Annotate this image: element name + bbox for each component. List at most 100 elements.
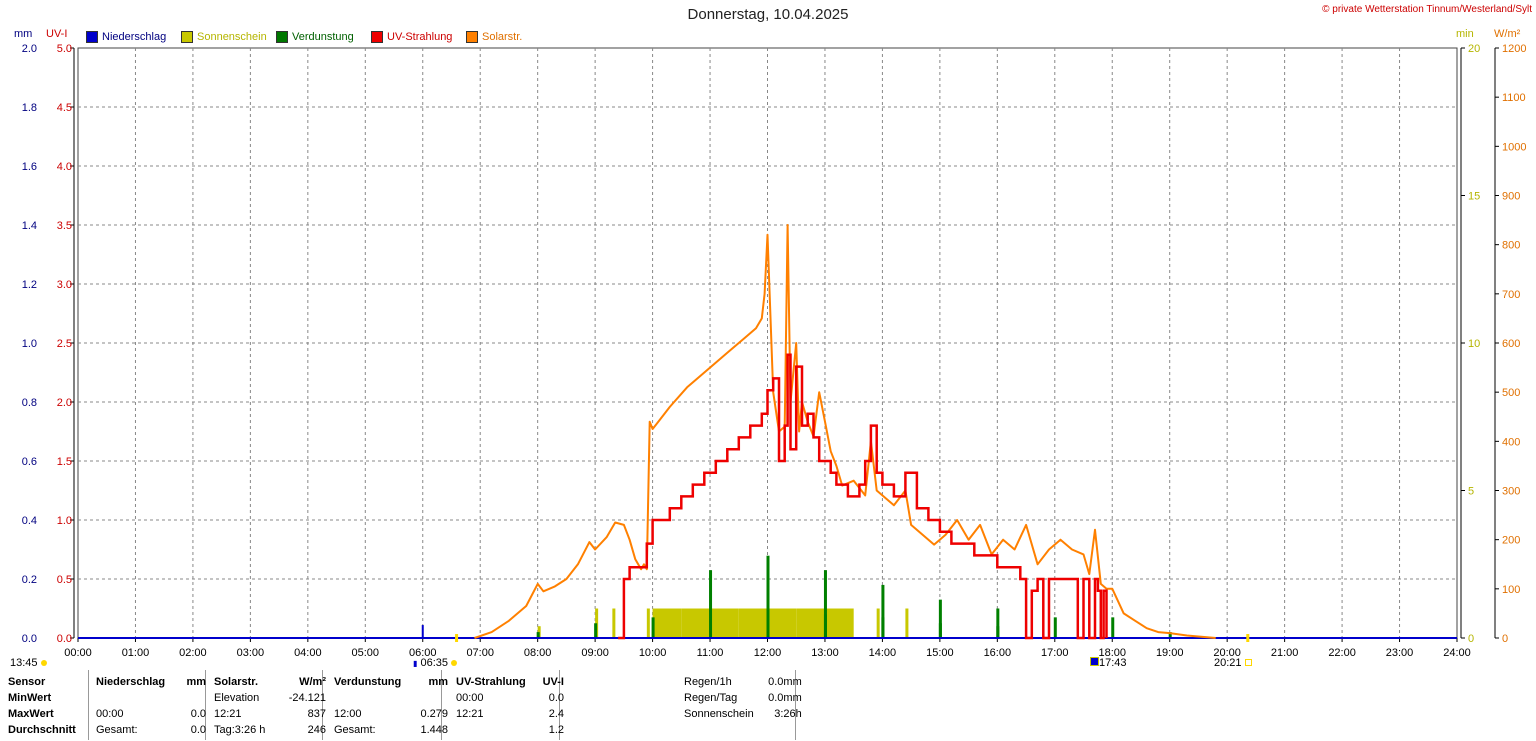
sun-time-marker: [1246, 634, 1250, 642]
sunshine-bar: [876, 608, 880, 638]
uvi-tick-label: 1.5: [57, 456, 72, 468]
x-tick-label: 00:00: [64, 647, 92, 659]
summary-value: 3:26h: [774, 708, 802, 720]
evaporation-bar: [996, 608, 1000, 638]
wm2-tick-label: 0: [1502, 633, 1508, 645]
sunset-icon: [1244, 659, 1252, 666]
legend-swatch: [466, 31, 478, 43]
wm2-tick-label: 200: [1502, 535, 1520, 547]
min-axis-unit: min: [1456, 28, 1474, 40]
wm2-tick-label: 1000: [1502, 141, 1526, 153]
evaporation-bar: [938, 623, 942, 638]
header-uvi: UV-I: [542, 676, 564, 688]
x-tick-label: 12:00: [754, 647, 782, 659]
x-tick-label: 22:00: [1328, 647, 1356, 659]
legend-swatch: [371, 31, 383, 43]
evaporation-bar: [823, 614, 827, 638]
evaporation-bar: [1053, 617, 1057, 638]
mm-tick-label: 1.2: [22, 279, 37, 291]
cell: [92, 690, 176, 706]
sunrise-label: ▮ 06:35: [413, 657, 458, 669]
stats-row-min: MinWert Elevation -24.121 00:00 0.0: [4, 690, 568, 706]
cell: 2.4: [548, 708, 564, 720]
cell: Tag:3:26 h: [214, 724, 266, 736]
x-tick-label: 15:00: [926, 647, 954, 659]
sunshine-bar: [842, 608, 846, 638]
x-tick-label: 13:00: [811, 647, 839, 659]
min-tick-label: 5: [1468, 486, 1474, 498]
cell: Gesamt:: [334, 724, 376, 736]
evaporation-bar: [651, 617, 655, 638]
min-tick-label: 15: [1468, 191, 1480, 203]
wm2-tick-label: 800: [1502, 240, 1520, 252]
header-mm2: mm: [428, 676, 448, 688]
table-separator: [441, 670, 442, 740]
summary-label: Regen/Tag: [684, 692, 738, 704]
x-tick-label: 24:00: [1443, 647, 1471, 659]
mm-tick-label: 1.6: [22, 161, 37, 173]
legend-label: Sonnenschein: [197, 31, 267, 43]
summary-value: 0.0mm: [768, 676, 802, 688]
x-tick-label: 02:00: [179, 647, 207, 659]
uvi-tick-label: 5.0: [57, 43, 72, 55]
wm2-axis-unit: W/m²: [1494, 28, 1521, 40]
x-tick-label: 18:00: [1098, 647, 1126, 659]
x-tick-label: 03:00: [237, 647, 265, 659]
mm-tick-label: 0.4: [22, 515, 37, 527]
legend-sonnenschein: Sonnenschein: [181, 31, 267, 43]
header-sensor: Sensor: [8, 676, 46, 688]
header-mm: mm: [186, 676, 206, 688]
row-label: MinWert: [8, 692, 52, 704]
mm-tick-label: 0.2: [22, 574, 37, 586]
sunshine-bar: [905, 608, 909, 638]
min-tick-label: 0: [1468, 633, 1474, 645]
summary-row: Sonnenschein 3:26h: [680, 706, 806, 722]
header-uv: UV-Strahlung: [456, 676, 526, 688]
wm2-tick-label: 700: [1502, 289, 1520, 301]
x-tick-label: 09:00: [581, 647, 609, 659]
chart-title: Donnerstag, 10.04.2025: [687, 6, 849, 23]
evaporation-bar: [536, 632, 540, 638]
cell: 0.0: [190, 724, 206, 736]
legend-label: Niederschlag: [102, 31, 167, 43]
stats-row-avg: Durchschnitt Gesamt: 0.0 Tag:3:26 h 246 …: [4, 722, 568, 738]
mm-axis-unit: mm: [14, 28, 33, 40]
sunshine-bar: [646, 608, 650, 638]
table-separator: [322, 670, 323, 740]
x-tick-label: 08:00: [524, 647, 552, 659]
x-tick-label: 04:00: [294, 647, 322, 659]
cell: [330, 690, 408, 706]
x-tick-label: 05:00: [352, 647, 380, 659]
marker-time: 17:43: [1099, 657, 1127, 669]
min-tick-label: 10: [1468, 338, 1480, 350]
moonrise-time: 13:45: [10, 657, 38, 669]
mm-tick-label: 1.4: [22, 220, 37, 232]
cell: 12:21: [456, 708, 484, 720]
sun-icon: [40, 660, 47, 666]
cell: 1.448: [420, 724, 448, 736]
x-tick-label: 01:00: [122, 647, 150, 659]
moonrise-label: 13:45: [10, 657, 47, 669]
uv-line: [618, 353, 1108, 640]
wm2-tick-label: 1100: [1502, 92, 1526, 104]
row-label: MaxWert: [8, 708, 54, 720]
legend-niederschlag: Niederschlag: [86, 31, 166, 43]
wm2-tick-label: 600: [1502, 338, 1520, 350]
sunshine-bar: [681, 608, 711, 638]
legend-verdunstung: Verdunstung: [276, 31, 354, 43]
mm-tick-label: 1.0: [22, 338, 37, 350]
stats-table: Sensor Niederschlag mm Solarstr. W/m² Ve…: [4, 674, 568, 738]
cell: 837: [307, 708, 326, 720]
x-tick-label: 17:00: [1041, 647, 1069, 659]
cell: 12:00: [334, 708, 362, 720]
wm2-tick-label: 400: [1502, 436, 1520, 448]
cell: [176, 690, 210, 706]
mm-tick-label: 0.0: [22, 633, 37, 645]
uvi-tick-label: 4.5: [57, 102, 72, 114]
evaporation-bar: [881, 617, 885, 638]
evaporation-bar: [881, 584, 885, 638]
uvi-tick-label: 1.0: [57, 515, 72, 527]
legend-label: UV-Strahlung: [387, 31, 453, 43]
sunshine-bar: [738, 608, 768, 638]
cell: Gesamt:: [96, 724, 138, 736]
